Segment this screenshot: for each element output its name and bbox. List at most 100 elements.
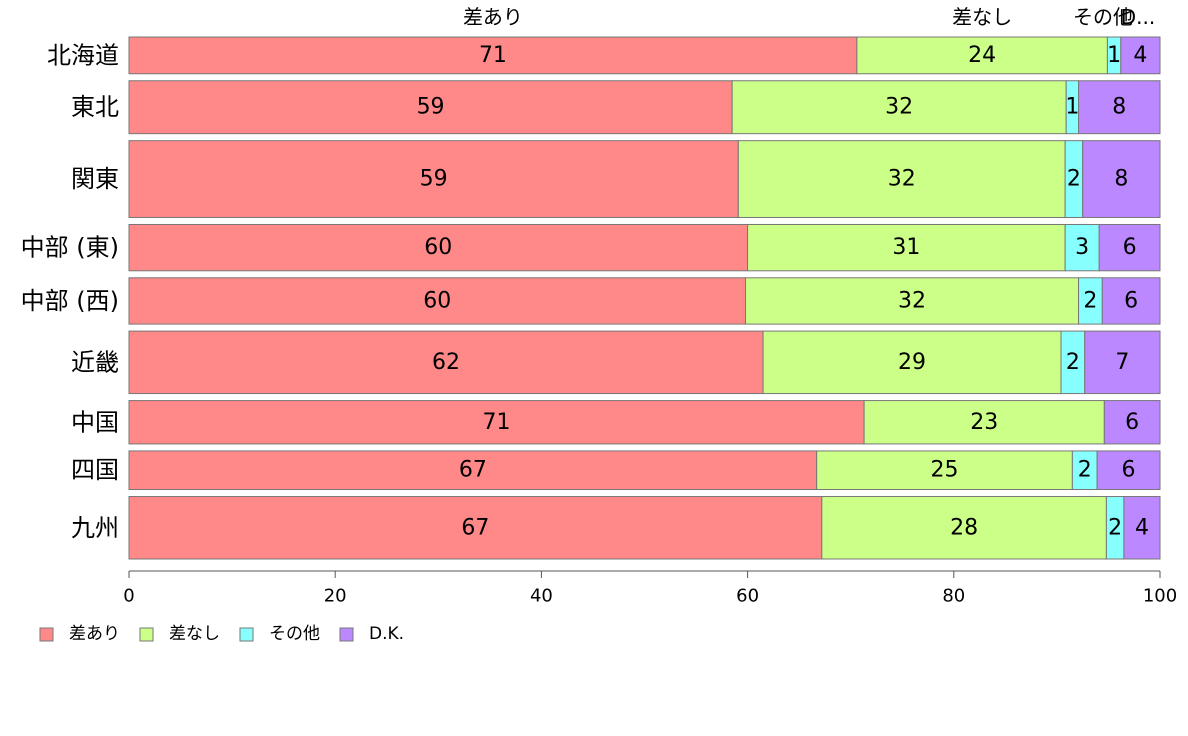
data-label: 3 xyxy=(1075,235,1089,260)
bar-row: 67 25 2 6 xyxy=(128,450,1161,491)
legend-swatch xyxy=(39,627,54,642)
bar-row: 71 24 1 4 xyxy=(128,36,1161,75)
data-label: 2 xyxy=(1066,350,1080,375)
x-tick-label: 100 xyxy=(1143,586,1177,607)
bar-row: 62 29 2 7 xyxy=(128,330,1161,395)
data-label: 59 xyxy=(420,167,448,192)
legend-swatch xyxy=(239,627,254,642)
bar-segment xyxy=(1123,496,1161,560)
bar-segment xyxy=(863,400,1105,445)
data-label: 32 xyxy=(885,95,913,120)
data-label: 6 xyxy=(1122,458,1136,483)
bar-segment xyxy=(128,80,733,135)
data-label: 6 xyxy=(1124,288,1138,313)
bar-segment xyxy=(745,277,1080,325)
data-label: 31 xyxy=(892,235,920,260)
bar-segment xyxy=(128,36,858,75)
bar-segment xyxy=(128,223,749,272)
category-label: 中部 (東) xyxy=(21,234,119,262)
legend-item: 差なし xyxy=(139,624,220,644)
x-tick-label: 60 xyxy=(736,586,759,607)
legend-label: 差なし xyxy=(169,624,220,644)
bar-row: 67 28 2 4 xyxy=(128,496,1161,560)
legend-swatch xyxy=(339,627,354,642)
category-label: 近畿 xyxy=(71,348,119,376)
data-label: 8 xyxy=(1114,167,1128,192)
data-label: 59 xyxy=(417,95,445,120)
bar-segment xyxy=(1101,277,1161,325)
top-series-label: D... xyxy=(1121,5,1155,29)
legend-swatch xyxy=(139,627,154,642)
data-label: 23 xyxy=(970,410,998,435)
category-label: 四国 xyxy=(71,456,119,484)
bar-segment xyxy=(1078,80,1161,135)
data-label: 7 xyxy=(1115,350,1129,375)
bar-segment xyxy=(856,36,1108,75)
data-label: 60 xyxy=(424,235,452,260)
category-label: 九州 xyxy=(71,514,119,542)
data-label: 2 xyxy=(1108,515,1122,540)
data-label: 28 xyxy=(950,515,978,540)
bar-segment xyxy=(1096,450,1161,491)
data-label: 1 xyxy=(1065,95,1079,120)
bar-segment xyxy=(737,140,1066,218)
bar-row: 60 32 2 6 xyxy=(128,277,1161,325)
bar-segment xyxy=(128,400,865,445)
bar-segment xyxy=(747,223,1066,272)
legend: 差あり 差なし その他 D.K. xyxy=(39,624,404,644)
data-label: 29 xyxy=(898,350,926,375)
top-series-label: その他 xyxy=(1073,5,1133,29)
top-category-labels: 差あり 差なし その他D... xyxy=(463,5,1155,29)
data-label: 25 xyxy=(931,458,959,483)
top-series-label: 差なし xyxy=(952,5,1012,29)
data-label: 62 xyxy=(432,350,460,375)
data-label: 67 xyxy=(459,458,487,483)
bar-row: 71 23 6 xyxy=(128,400,1161,445)
data-label: 71 xyxy=(479,43,507,68)
data-label: 6 xyxy=(1125,410,1139,435)
legend-item: D.K. xyxy=(339,624,404,644)
bar-row: 60 31 3 6 xyxy=(128,223,1161,272)
bar-segment xyxy=(128,450,818,491)
x-tick-label: 20 xyxy=(324,586,347,607)
x-tick-label: 0 xyxy=(123,586,134,607)
legend-item: 差あり xyxy=(39,624,120,644)
bar-segment xyxy=(128,496,823,560)
top-series-label: 差あり xyxy=(463,5,523,29)
legend-label: 差あり xyxy=(69,624,120,644)
data-label: 24 xyxy=(968,43,996,68)
data-label: 71 xyxy=(483,410,511,435)
bar-segment xyxy=(1082,140,1161,218)
bar-segment xyxy=(731,80,1067,135)
data-label: 67 xyxy=(461,515,489,540)
data-label: 2 xyxy=(1083,288,1097,313)
bar-segment xyxy=(762,330,1062,395)
x-axis: 0 20 40 60 80 100 xyxy=(123,570,1177,607)
data-label: 4 xyxy=(1135,515,1149,540)
bars: 71 24 1 459 32 1 859 32 2 860 31 3 660 32 2 662 29 2 771 23… xyxy=(128,36,1161,560)
legend-item: その他 xyxy=(239,624,320,644)
bar-segment xyxy=(1071,450,1098,491)
category-label: 北海道 xyxy=(47,41,119,69)
bar-row: 59 32 2 8 xyxy=(128,140,1161,218)
data-label: 2 xyxy=(1067,167,1081,192)
bar-segment xyxy=(1103,400,1161,445)
bar-row: 59 32 1 8 xyxy=(128,80,1161,135)
bar-segment xyxy=(1098,223,1161,272)
bar-segment xyxy=(128,140,739,218)
legend-label: D.K. xyxy=(369,624,404,644)
bar-segment xyxy=(1084,330,1161,395)
data-label: 32 xyxy=(898,288,926,313)
bar-segment xyxy=(128,277,747,325)
data-label: 60 xyxy=(423,288,451,313)
category-label: 中国 xyxy=(71,408,119,436)
x-tick-label: 40 xyxy=(530,586,553,607)
data-label: 2 xyxy=(1078,458,1092,483)
data-label: 32 xyxy=(888,167,916,192)
category-label: 中部 (西) xyxy=(21,287,119,315)
category-label: 東北 xyxy=(71,93,119,121)
bar-segment xyxy=(128,330,764,395)
data-label: 1 xyxy=(1107,43,1121,68)
